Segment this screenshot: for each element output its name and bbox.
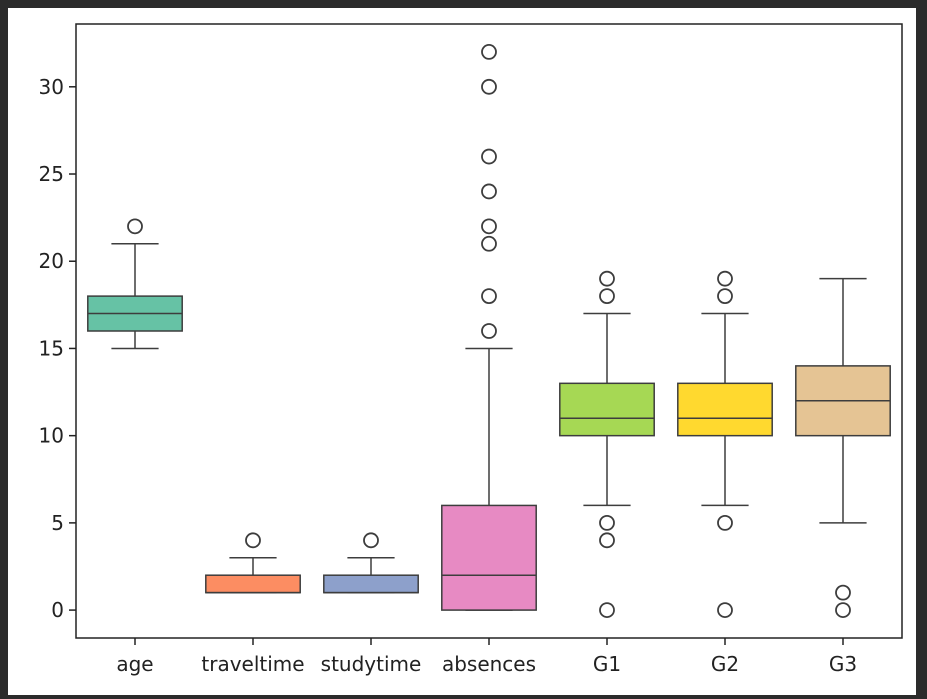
box-age xyxy=(87,218,183,350)
outlier-point xyxy=(481,148,497,165)
outlier-point xyxy=(363,532,379,549)
box-iqr xyxy=(559,382,655,437)
outlier-point xyxy=(481,78,497,95)
outlier-point xyxy=(835,602,851,618)
x-axis: age traveltime studytime absences G1 G2 G3 xyxy=(116,638,857,676)
y-axis: 0 5 10 15 20 25 30 xyxy=(39,75,76,622)
y-tick-label: 30 xyxy=(39,75,64,99)
outlier-point xyxy=(245,532,261,549)
outlier-point xyxy=(481,288,497,305)
outlier-point xyxy=(599,288,615,305)
outlier-point xyxy=(599,532,615,549)
y-tick-label: 20 xyxy=(39,249,64,273)
box-iqr xyxy=(441,504,537,611)
outlier-point xyxy=(599,514,615,531)
x-tick-label-absences: absences xyxy=(442,652,536,676)
box-traveltime xyxy=(205,532,301,594)
box-studytime xyxy=(323,532,419,594)
outlier-point xyxy=(481,235,497,252)
boxes-layer xyxy=(87,44,891,618)
outlier-point xyxy=(481,183,497,200)
outlier-point xyxy=(481,323,497,339)
y-tick-label: 0 xyxy=(51,598,64,622)
x-tick-label-G2: G2 xyxy=(711,652,739,676)
chart-canvas: 0 5 10 15 20 25 30 age traveltime studytime absen… xyxy=(8,8,916,695)
x-tick-label-age: age xyxy=(116,652,153,676)
outlier-point xyxy=(717,270,733,287)
x-tick-label-traveltime: traveltime xyxy=(201,652,304,676)
outlier-point xyxy=(599,602,615,618)
y-tick-label: 25 xyxy=(39,162,64,186)
outlier-point xyxy=(717,514,733,531)
outlier-point xyxy=(599,270,615,287)
boxplot-chart: 0 5 10 15 20 25 30 age traveltime studytime absen… xyxy=(39,23,903,676)
outlier-point xyxy=(835,584,851,601)
x-tick-label-G3: G3 xyxy=(829,652,857,676)
box-absences xyxy=(441,44,537,611)
y-tick-label: 10 xyxy=(39,424,64,448)
box-iqr xyxy=(205,574,301,594)
outlier-point xyxy=(717,288,733,305)
outlier-point xyxy=(481,44,497,60)
outlier-point xyxy=(127,218,143,235)
outlier-point xyxy=(481,218,497,235)
x-tick-label-G1: G1 xyxy=(593,652,621,676)
box-G3 xyxy=(795,277,891,618)
outlier-point xyxy=(717,602,733,618)
box-G1 xyxy=(559,270,655,618)
x-tick-label-studytime: studytime xyxy=(321,652,422,676)
box-iqr xyxy=(323,574,419,594)
box-iqr xyxy=(677,382,773,437)
box-G2 xyxy=(677,270,773,618)
y-tick-label: 15 xyxy=(39,336,64,360)
y-tick-label: 5 xyxy=(51,511,64,535)
plot-frame xyxy=(75,23,903,639)
